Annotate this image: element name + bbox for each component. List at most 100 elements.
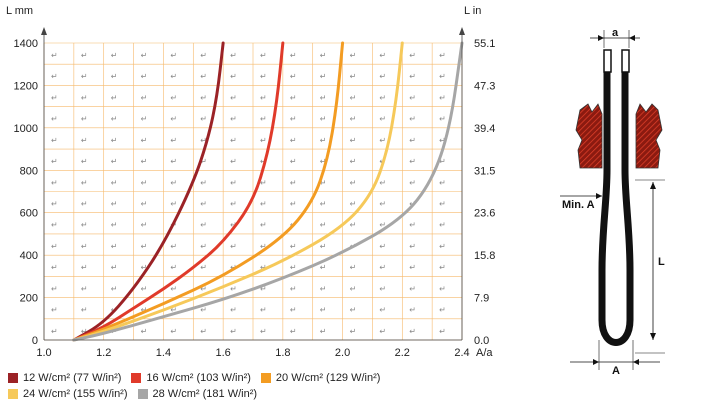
paragraph-mark: ↵: [230, 72, 237, 81]
paragraph-mark: ↵: [230, 157, 237, 166]
y-right-tick-label: 15.8: [474, 250, 495, 262]
paragraph-mark: ↵: [200, 157, 207, 166]
paragraph-mark: ↵: [350, 178, 357, 187]
paragraph-mark: ↵: [170, 157, 177, 166]
insulator-right: [635, 103, 663, 169]
paragraph-mark: ↵: [290, 263, 297, 272]
paragraph-mark: ↵: [439, 200, 446, 209]
paragraph-mark: ↵: [439, 284, 446, 293]
paragraph-mark: ↵: [439, 263, 446, 272]
legend-item: 28 W/cm² (181 W/in²): [137, 388, 258, 400]
paragraph-mark: ↵: [111, 136, 118, 145]
paragraph-mark: ↵: [409, 263, 416, 272]
paragraph-mark: ↵: [379, 200, 386, 209]
y-axis-arrow: [41, 27, 47, 35]
legend-swatch: [131, 373, 142, 383]
label-A: A: [612, 365, 620, 377]
paragraph-mark: ↵: [51, 51, 58, 60]
paragraph-mark: ↵: [141, 263, 148, 272]
paragraph-mark: ↵: [230, 178, 237, 187]
paragraph-mark: ↵: [320, 136, 327, 145]
grid: [43, 42, 463, 341]
series-line: [72, 41, 345, 342]
paragraph-mark: ↵: [260, 263, 267, 272]
paragraph-mark: ↵: [379, 136, 386, 145]
paragraph-mark: ↵: [230, 200, 237, 209]
legend-label: 20 W/cm² (129 W/in²): [275, 372, 381, 384]
label-L: L: [658, 256, 665, 268]
paragraph-mark: ↵: [111, 178, 118, 187]
y-tick-label: 1200: [14, 80, 38, 92]
paragraph-mark: ↵: [379, 51, 386, 60]
paragraph-mark: ↵: [260, 200, 267, 209]
paragraph-mark: ↵: [81, 242, 88, 251]
paragraph-mark: ↵: [51, 157, 58, 166]
legend-label: 28 W/cm² (181 W/in²): [152, 388, 258, 400]
terminal-left: [603, 49, 612, 73]
paragraph-mark: ↵: [350, 200, 357, 209]
paragraph-mark: ↵: [81, 306, 88, 315]
paragraph-mark: ↵: [409, 51, 416, 60]
paragraph-marks: ↵ ↵ ↵ ↵ ↵ ↵ ↵ ↵ ↵ ↵ ↵ ↵ ↵ ↵ ↵ ↵ ↵ ↵ ↵ ↵ ↵ ↵ ↵ ↵ ↵ ↵ ↵ ↵ ↵ ↵ ↵ ↵ ↵ ↵ ↵ ↵ ↵ ↵ ↵ ↵…: [51, 51, 446, 336]
paragraph-mark: ↵: [260, 327, 267, 336]
y-axis-right-arrow: [459, 27, 465, 35]
paragraph-mark: ↵: [111, 157, 118, 166]
y-right-tick-label: 23.6: [474, 208, 495, 220]
paragraph-mark: ↵: [439, 72, 446, 81]
y-right-tick-label: 31.5: [474, 165, 495, 177]
paragraph-mark: ↵: [170, 284, 177, 293]
paragraph-mark: ↵: [320, 306, 327, 315]
paragraph-mark: ↵: [200, 284, 207, 293]
paragraph-mark: ↵: [111, 263, 118, 272]
paragraph-mark: ↵: [350, 284, 357, 293]
paragraph-mark: ↵: [409, 242, 416, 251]
paragraph-mark: ↵: [320, 242, 327, 251]
paragraph-mark: ↵: [141, 51, 148, 60]
paragraph-mark: ↵: [260, 72, 267, 81]
legend-item: 24 W/cm² (155 W/in²): [8, 388, 128, 400]
legend-label: 12 W/cm² (77 W/in²): [23, 372, 122, 384]
paragraph-mark: ↵: [320, 178, 327, 187]
paragraph-mark: ↵: [409, 93, 416, 102]
paragraph-mark: ↵: [379, 284, 386, 293]
paragraph-mark: ↵: [170, 306, 177, 315]
paragraph-mark: ↵: [350, 115, 357, 124]
paragraph-mark: ↵: [320, 263, 327, 272]
paragraph-mark: ↵: [350, 221, 357, 230]
paragraph-mark: ↵: [51, 284, 58, 293]
paragraph-mark: ↵: [111, 93, 118, 102]
paragraph-mark: ↵: [51, 178, 58, 187]
paragraph-mark: ↵: [51, 72, 58, 81]
paragraph-mark: ↵: [170, 263, 177, 272]
paragraph-mark: ↵: [379, 306, 386, 315]
x-tick-label: 1.2: [96, 347, 111, 359]
paragraph-mark: ↵: [290, 327, 297, 336]
paragraph-mark: ↵: [170, 178, 177, 187]
terminal-right: [621, 49, 630, 73]
paragraph-mark: ↵: [170, 242, 177, 251]
paragraph-mark: ↵: [320, 200, 327, 209]
legend-item: 20 W/cm² (129 W/in²): [260, 372, 381, 384]
legend-label: 16 W/cm² (103 W/in²): [146, 372, 251, 384]
paragraph-mark: ↵: [290, 93, 297, 102]
paragraph-mark: ↵: [350, 263, 357, 272]
paragraph-mark: ↵: [170, 327, 177, 336]
paragraph-mark: ↵: [200, 93, 207, 102]
paragraph-mark: ↵: [350, 93, 357, 102]
paragraph-mark: ↵: [290, 157, 297, 166]
paragraph-mark: ↵: [81, 115, 88, 124]
paragraph-mark: ↵: [379, 93, 386, 102]
paragraph-mark: ↵: [409, 327, 416, 336]
paragraph-mark: ↵: [409, 136, 416, 145]
paragraph-mark: ↵: [141, 115, 148, 124]
paragraph-mark: ↵: [81, 157, 88, 166]
paragraph-mark: ↵: [320, 327, 327, 336]
paragraph-mark: ↵: [260, 93, 267, 102]
paragraph-mark: ↵: [260, 306, 267, 315]
paragraph-mark: ↵: [230, 221, 237, 230]
paragraph-mark: ↵: [439, 221, 446, 230]
paragraph-mark: ↵: [290, 306, 297, 315]
paragraph-mark: ↵: [350, 327, 357, 336]
paragraph-mark: ↵: [230, 306, 237, 315]
y-tick-label: 400: [20, 250, 38, 262]
